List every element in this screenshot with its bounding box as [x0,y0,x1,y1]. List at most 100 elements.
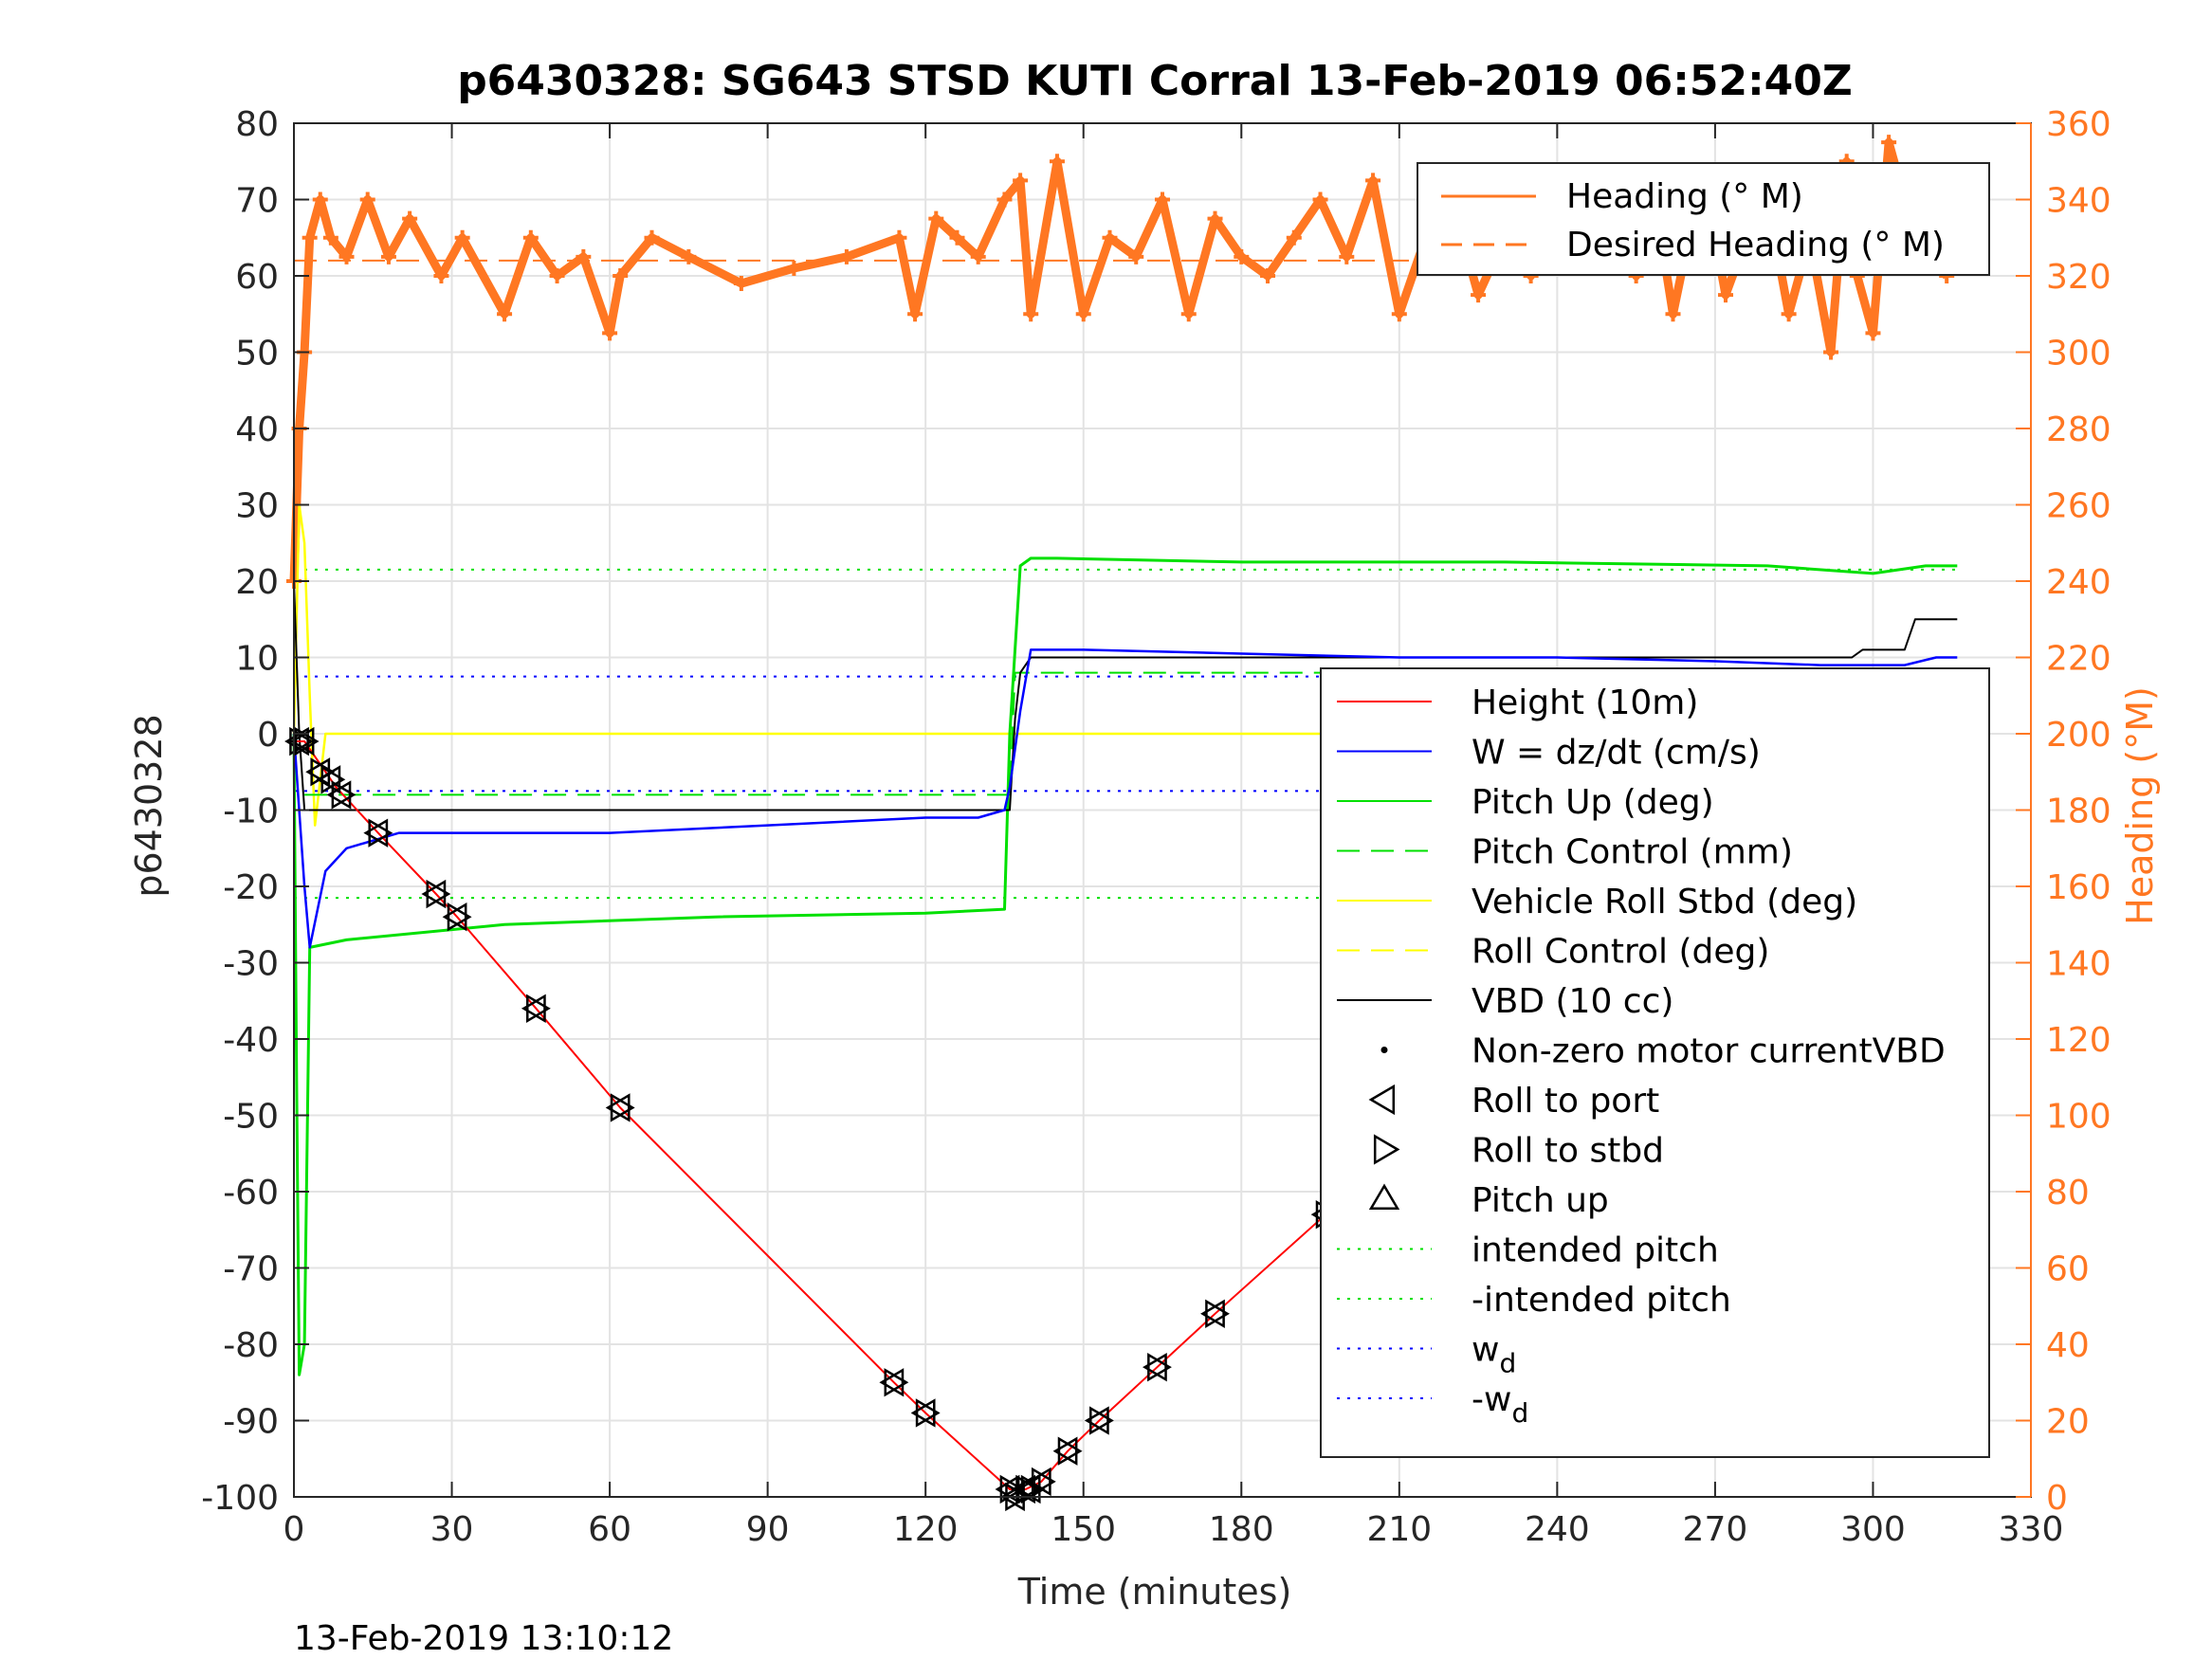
y-tick-label-left: 0 [257,716,279,755]
marker-roll-port [910,1398,936,1428]
legend-entry: VBD (10 cc) [1337,982,1673,1021]
heading-legend-label: Heading (° M) [1566,177,1803,216]
y-tick-label-right: 20 [2046,1403,2090,1442]
heading-point [891,229,907,246]
main-legend: Height (10m) W = dz/dt (cm/s) Pitch Up (de… [1320,667,1990,1458]
legend-label: Height (10m) [1472,684,1698,722]
marker-roll-stbd [526,994,551,1023]
y-tick-label-left: 60 [235,258,279,297]
marker-roll-stbd [1057,1436,1083,1466]
legend-label: Pitch Up (deg) [1472,783,1714,822]
series-line-pitch-up [292,556,1958,1376]
heading-point [338,248,355,264]
heading-point [1128,248,1144,264]
heading-point [1312,191,1328,208]
legend-label: Pitch up [1472,1181,1609,1220]
heading-point [612,268,629,283]
legend-label: intended pitch [1472,1231,1719,1270]
y-ticks-left: 80 70 60 50 40 30 20 10 0 -10 -20 -30 -40 -50 -60 -70 -8… [201,105,309,1518]
heading-point [970,248,986,264]
y-tick-label-right: 140 [2046,945,2111,984]
marker-roll-stbd [1205,1299,1230,1328]
y-tick-label-left: 50 [235,335,279,374]
legend-swatch [1368,1084,1396,1116]
marker-roll-port [326,780,352,810]
y-ticks-right: 3603403203002802602402202001801601401201… [2016,105,2111,1518]
heading-point [1260,268,1276,283]
x-tick-label: 240 [1525,1510,1590,1549]
marker-roll-stbd [294,726,320,757]
marker-roll-stbd [1031,1467,1056,1497]
heading-point [433,268,449,283]
chart-title: p6430328: SG643 STSD KUTI Corral 13-Feb-… [457,57,1853,105]
legend-entry: Pitch Up (deg) [1337,783,1714,822]
heading-point [928,210,944,227]
marker-roll-port [1052,1436,1078,1466]
y-tick-label-right: 160 [2046,868,2111,907]
heading-point [1075,306,1091,322]
heading-point [681,248,697,264]
x-tick-label: 300 [1840,1510,1906,1549]
x-tick-label: 210 [1366,1510,1432,1549]
marker-roll-stbd [884,1368,909,1397]
heading-legend-box [1417,162,1990,276]
heading-point [1865,325,1881,341]
legend-items: Height (10m) W = dz/dt (cm/s) Pitch Up (de… [1337,684,1946,1429]
heading-point [996,191,1013,208]
heading-point [644,229,660,246]
heading-point [1180,306,1197,322]
legend-entry: Roll to stbd [1373,1132,1664,1171]
heading-point [838,248,854,264]
series-line-vbd [293,580,1958,811]
heading-point [907,306,923,322]
y-axis-label-left: p6430328 [128,714,170,897]
heading-point [949,229,965,246]
heading-point [1823,344,1839,360]
x-tick-label: 330 [1999,1510,2064,1549]
heading-point [1102,229,1118,246]
y-tick-label-left: -10 [223,793,279,831]
heading-point [602,325,618,341]
legend-entry: Pitch up [1368,1181,1609,1220]
legend-entry: Pitch Control (mm) [1337,833,1793,872]
x-tick-label: 60 [588,1510,631,1549]
x-ticks: 0 30 60 90 120 150 180 210 240 270 300 330 [283,123,2064,1549]
legend-label: VBD (10 cc) [1472,982,1673,1021]
legend-label: Vehicle Roll Stbd (deg) [1472,883,1857,921]
marker-roll-port [284,726,309,757]
x-tick-label: 0 [283,1510,305,1549]
heading-point [1718,287,1734,303]
legend-swatch [1368,1183,1400,1211]
y-tick-label-left: 10 [235,640,279,679]
heading-point [1207,210,1223,227]
legend-swatch [1380,1047,1388,1053]
y-tick-label-right: 0 [2046,1479,2068,1518]
marker-roll-port [879,1368,905,1397]
y-tick-label-left: -70 [223,1250,279,1289]
legend-label: -intended pitch [1472,1281,1731,1320]
y-tick-label-right: 300 [2046,335,2111,374]
marker-roll-port [1142,1352,1167,1382]
marker-roll-stbd [331,780,356,810]
y-tick-label-right: 260 [2046,487,2111,526]
y-axis-label-right: Heading (°M) [2119,686,2161,925]
heading-point [1023,306,1039,322]
legend-label: W = dz/dt (cm/s) [1472,734,1761,773]
y-tick-label-left: 30 [235,487,279,526]
marker-roll-stbd [610,1093,635,1122]
heading-point [322,229,338,246]
marker-roll-port [1011,1474,1036,1504]
legend-label-subscript: d [1499,1348,1516,1379]
heading-point [359,191,375,208]
heading-point [576,248,592,264]
legend-label: Roll Control (deg) [1472,933,1769,972]
y-tick-label-right: 80 [2046,1174,2090,1212]
y-tick-label-left: 20 [235,563,279,602]
heading-point [312,191,328,208]
marker-roll-stbd [426,879,451,909]
y-tick-label-left: 40 [235,410,279,449]
marker-roll-stbd [447,902,472,932]
marker-roll-port [605,1093,631,1122]
y-tick-label-left: 80 [235,105,279,144]
